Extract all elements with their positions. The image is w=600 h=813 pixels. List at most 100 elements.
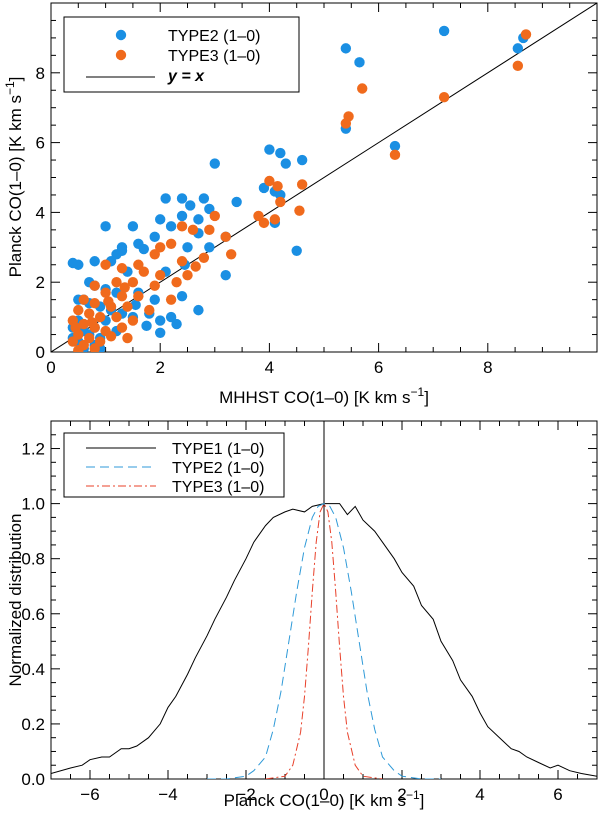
type2-point	[185, 200, 196, 211]
type3-point	[209, 210, 220, 222]
x-tick-label: 4	[265, 358, 274, 377]
type3-point	[103, 296, 114, 307]
x-tick-label: −6	[80, 785, 99, 804]
type3-point	[264, 175, 275, 187]
distribution-legend: TYPE1 (1–0) TYPE2 (1–0) TYPE3 (1–0)	[63, 432, 285, 498]
distribution-data	[51, 421, 597, 779]
type2-point	[296, 154, 308, 166]
type3-point	[340, 118, 352, 129]
type3-point	[89, 343, 100, 352]
type3-point	[220, 231, 231, 243]
type2-point	[100, 221, 111, 232]
type2-point	[193, 304, 204, 316]
y-tick-label: 0	[36, 343, 45, 362]
distribution-panel: −6 −4 −2 0 2 4 6 0.0 0.2 0.4 0.6 0.8 1.0 1.2 TYPE1 (1–…	[6, 420, 598, 810]
type2-point	[280, 158, 291, 169]
type2-point	[165, 311, 177, 323]
type3-point	[138, 266, 150, 277]
type3-point	[155, 270, 166, 281]
type3-point	[73, 345, 84, 352]
type3-point	[204, 224, 215, 236]
type2-point	[340, 43, 352, 54]
type3-point	[70, 322, 81, 333]
type3-point	[86, 317, 98, 328]
type3-point	[73, 304, 84, 316]
y-axis-label-text: Planck CO(1–0) [K km s	[6, 95, 25, 277]
x-tick-label: 6	[374, 358, 383, 377]
x-tick-label: −4	[158, 785, 177, 804]
type2-point	[176, 210, 188, 222]
type3-point	[187, 224, 199, 236]
type3-point	[133, 259, 144, 270]
scatter-legend: TYPE2 (1–0) TYPE3 (1–0) y = x	[63, 16, 300, 93]
type2-point	[160, 193, 171, 204]
type2-point	[258, 182, 270, 194]
type3-point	[296, 179, 308, 190]
legend-box	[63, 16, 300, 93]
type2-point	[89, 256, 100, 267]
type3-point	[176, 221, 188, 232]
x-axis-label-exponent: −1	[406, 788, 420, 802]
y-axis-label: Normalized distribution	[6, 514, 25, 687]
legend-marker-type2	[115, 29, 127, 41]
legend-label: TYPE2 (1–0)	[172, 460, 264, 477]
x-axis-label: MHHST CO(1–0) [K km s−1]	[219, 385, 429, 407]
y-tick-label: 4	[36, 203, 45, 222]
type3-point	[94, 336, 106, 347]
type3-point	[190, 261, 201, 272]
legend-label: y = x	[167, 68, 205, 85]
x-tick-label: −2	[236, 785, 255, 804]
type2-point	[149, 294, 160, 305]
type2-point	[193, 214, 204, 225]
type3-point	[198, 252, 210, 263]
type3-point	[116, 290, 128, 302]
scatter-data	[51, 3, 597, 352]
type2-point	[231, 196, 242, 208]
type3-point	[275, 196, 286, 208]
type2-curve	[207, 503, 441, 779]
y-tick-label: 2	[36, 273, 45, 292]
type3-point	[258, 217, 270, 229]
type2-point	[389, 140, 401, 152]
type3-point	[171, 277, 182, 288]
type1-curve	[51, 503, 597, 777]
type2-point	[512, 43, 524, 54]
type3-point	[127, 277, 139, 288]
type3-point	[116, 263, 128, 274]
x-axis-label-exponent: −1	[411, 385, 425, 399]
type2-point	[149, 231, 160, 243]
legend-label: TYPE3 (1–0)	[172, 479, 264, 496]
x-tick-label: 2	[397, 785, 406, 804]
type3-point	[122, 332, 133, 344]
y-tick-label: 0.4	[21, 660, 45, 679]
type2-point	[275, 147, 286, 159]
type3-point	[155, 242, 166, 253]
type2-point	[176, 290, 188, 302]
y-tick-label: 1.2	[21, 440, 45, 459]
type3-point	[149, 280, 160, 291]
type2-point	[116, 245, 128, 256]
type3-point	[269, 214, 281, 225]
x-axis-label: Planck CO(1–0) [K km s−1]	[224, 788, 425, 810]
type3-point	[116, 322, 128, 333]
type3-point	[520, 29, 532, 40]
legend-label: TYPE3 (1–0)	[168, 48, 260, 65]
type2-point	[67, 257, 79, 269]
scatter-panel: 0 2 4 6 8 0 2 4 6 8 TYPE2 (1–0) TYPE3 (1–0) y = x MHH…	[3, 2, 598, 407]
y-tick-label: 0.8	[21, 550, 45, 569]
x-tick-label: 4	[475, 785, 484, 804]
type3-point	[165, 294, 177, 305]
type2-point	[198, 193, 210, 204]
type3-point	[122, 301, 133, 312]
type3-curve	[265, 502, 383, 779]
legend-box	[63, 432, 285, 498]
type3-point	[182, 270, 193, 281]
type2-point	[171, 318, 182, 330]
type2-point	[138, 243, 150, 255]
type3-point	[127, 315, 139, 326]
type3-point	[84, 308, 95, 319]
type3-point	[272, 181, 283, 192]
type3-point	[89, 280, 100, 291]
type2-point	[204, 203, 215, 215]
